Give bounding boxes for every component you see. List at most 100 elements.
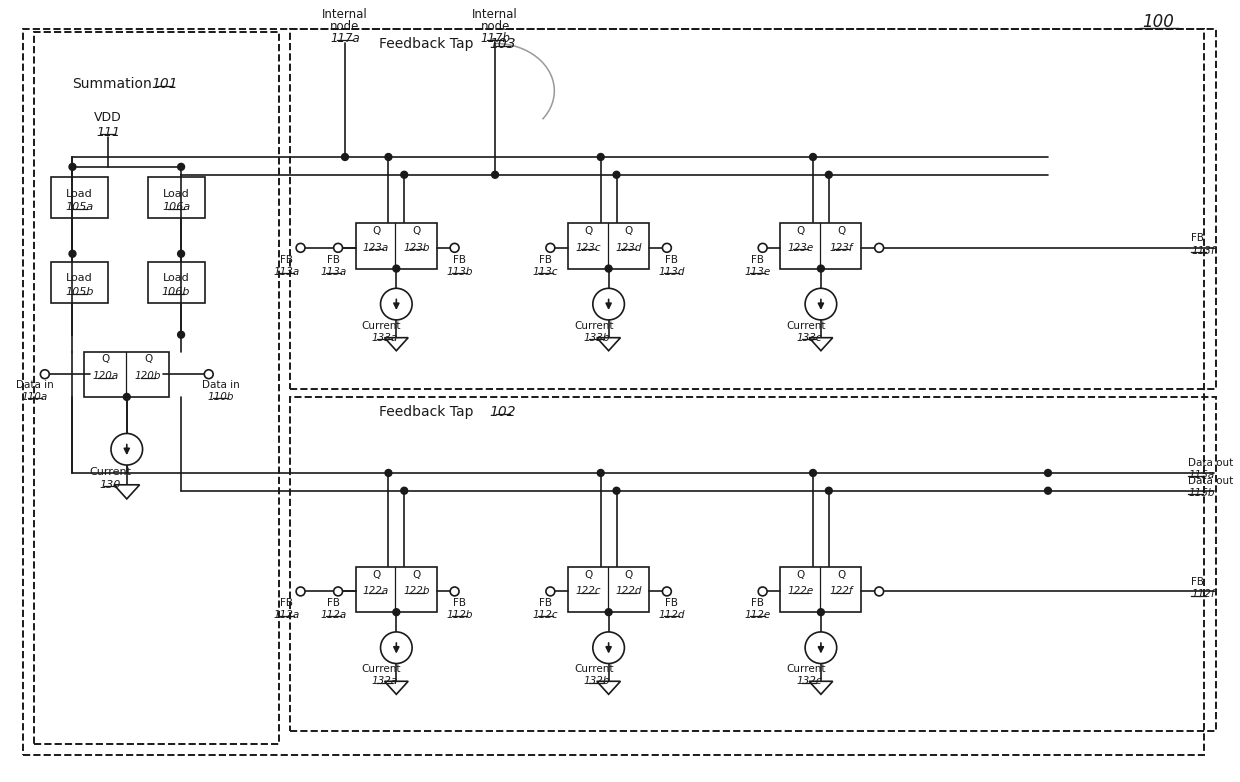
Text: FB: FB <box>326 255 340 264</box>
Circle shape <box>613 171 620 178</box>
Text: Data out: Data out <box>1188 458 1234 468</box>
Circle shape <box>393 608 399 615</box>
Text: 110b: 110b <box>207 392 234 402</box>
Text: 112d: 112d <box>658 610 684 620</box>
Text: 133a: 133a <box>371 332 398 343</box>
Text: Q: Q <box>796 226 805 236</box>
Text: 122f: 122f <box>830 586 853 597</box>
Text: 100: 100 <box>1142 13 1174 30</box>
Text: Internal: Internal <box>322 9 368 21</box>
Text: 123c: 123c <box>575 243 601 253</box>
Text: 123a: 123a <box>363 243 389 253</box>
Circle shape <box>341 153 348 160</box>
Circle shape <box>381 632 412 663</box>
Text: Current: Current <box>786 665 826 674</box>
Text: Load: Load <box>66 188 93 199</box>
Circle shape <box>69 250 76 257</box>
Polygon shape <box>596 338 620 350</box>
Text: 133b: 133b <box>584 332 610 343</box>
Text: Load: Load <box>66 274 93 283</box>
Bar <box>148 262 205 303</box>
Circle shape <box>593 289 625 320</box>
Polygon shape <box>384 338 408 350</box>
Text: 123e: 123e <box>787 243 813 253</box>
Bar <box>780 223 862 268</box>
Circle shape <box>598 153 604 160</box>
Polygon shape <box>384 681 408 694</box>
Text: 117a: 117a <box>330 32 360 45</box>
Bar <box>148 177 205 218</box>
Text: 122a: 122a <box>363 586 389 597</box>
Text: Q: Q <box>625 569 632 579</box>
Text: FB: FB <box>751 255 764 264</box>
Text: 122b: 122b <box>403 586 430 597</box>
Bar <box>84 351 169 397</box>
Text: Current: Current <box>89 467 131 477</box>
Text: 111: 111 <box>95 126 120 139</box>
Text: Internal: Internal <box>472 9 518 21</box>
Text: Data in: Data in <box>202 380 239 390</box>
Bar <box>568 567 649 612</box>
Text: 130: 130 <box>99 480 120 490</box>
Circle shape <box>546 243 554 253</box>
Text: 117b: 117b <box>480 32 510 45</box>
Text: Q: Q <box>584 226 593 236</box>
Text: FB: FB <box>453 598 466 608</box>
Text: FB: FB <box>1192 576 1204 586</box>
Circle shape <box>662 243 671 253</box>
Text: Summation: Summation <box>72 77 151 91</box>
Text: 132a: 132a <box>371 676 398 687</box>
Text: Q: Q <box>144 354 153 364</box>
Text: 113a: 113a <box>274 267 300 277</box>
Text: Q: Q <box>413 226 420 236</box>
Circle shape <box>381 289 412 320</box>
Circle shape <box>123 393 130 400</box>
Text: Current: Current <box>574 665 614 674</box>
Bar <box>33 31 279 744</box>
Circle shape <box>384 469 392 476</box>
Text: 113a: 113a <box>320 267 346 277</box>
Text: 112b: 112b <box>446 610 472 620</box>
Text: 112a: 112a <box>320 610 346 620</box>
Circle shape <box>605 265 613 272</box>
Text: Feedback Tap: Feedback Tap <box>378 38 474 52</box>
Circle shape <box>874 587 884 596</box>
Text: 110a: 110a <box>22 392 48 402</box>
Circle shape <box>41 370 50 378</box>
Text: 112c: 112c <box>533 610 558 620</box>
Circle shape <box>826 487 832 494</box>
Circle shape <box>401 487 408 494</box>
Text: 123b: 123b <box>403 243 430 253</box>
Circle shape <box>112 433 143 465</box>
Text: FB: FB <box>751 598 764 608</box>
Circle shape <box>296 243 305 253</box>
Text: Data in: Data in <box>16 380 53 390</box>
Circle shape <box>296 587 305 596</box>
Circle shape <box>334 243 342 253</box>
Circle shape <box>598 469 604 476</box>
Text: Q: Q <box>102 354 109 364</box>
Text: FB: FB <box>453 255 466 264</box>
Circle shape <box>805 632 837 663</box>
Bar <box>356 223 436 268</box>
Circle shape <box>826 171 832 178</box>
Circle shape <box>177 163 185 170</box>
Text: FB: FB <box>539 255 552 264</box>
Circle shape <box>384 153 392 160</box>
Circle shape <box>662 587 671 596</box>
Circle shape <box>817 265 825 272</box>
Bar <box>51 177 108 218</box>
Text: Load: Load <box>162 188 190 199</box>
Text: 113e: 113e <box>744 267 771 277</box>
Text: FB: FB <box>1192 233 1204 243</box>
Text: 113f: 113f <box>1192 246 1215 256</box>
Circle shape <box>177 250 185 257</box>
Circle shape <box>613 487 620 494</box>
Circle shape <box>593 632 625 663</box>
Circle shape <box>874 243 884 253</box>
Text: Current: Current <box>362 321 402 331</box>
Text: 102: 102 <box>490 405 516 418</box>
Text: Q: Q <box>413 569 420 579</box>
Bar <box>780 567 862 612</box>
Text: FB: FB <box>666 255 678 264</box>
